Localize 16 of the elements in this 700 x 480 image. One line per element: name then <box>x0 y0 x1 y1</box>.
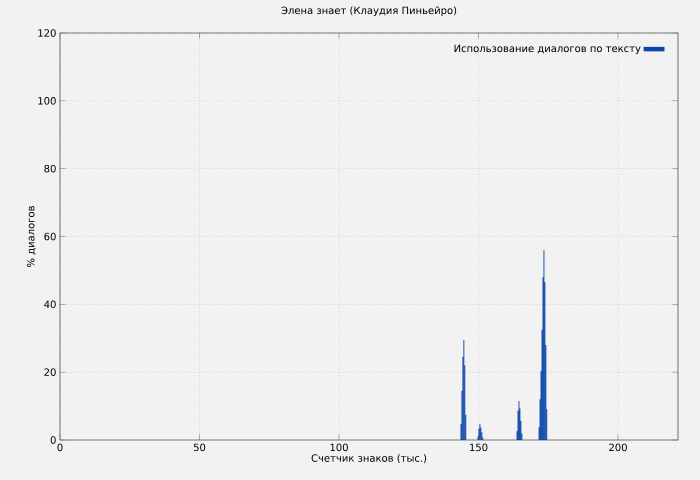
y-tick-label: 20 <box>44 368 56 376</box>
x-tick-label: 50 <box>194 444 206 452</box>
x-axis-title: Счетчик знаков (тыс.) <box>312 454 426 463</box>
legend-label: Использование диалогов по тексту <box>454 44 641 54</box>
y-tick-label: 100 <box>38 97 56 105</box>
x-tick-label: 100 <box>330 444 348 452</box>
y-tick-label: 60 <box>44 232 56 240</box>
chart-title: Элена знает (Клаудия Пиньейро) <box>282 6 456 16</box>
x-tick-label: 150 <box>470 444 488 452</box>
y-tick-label: 80 <box>44 164 56 172</box>
y-tick-label: 0 <box>50 436 56 444</box>
x-tick-label: 0 <box>57 444 63 452</box>
y-axis-title: % диалогов <box>26 206 36 267</box>
y-tick-label: 120 <box>38 29 56 37</box>
y-tick-label: 40 <box>44 300 56 308</box>
x-tick-label: 200 <box>609 444 627 452</box>
